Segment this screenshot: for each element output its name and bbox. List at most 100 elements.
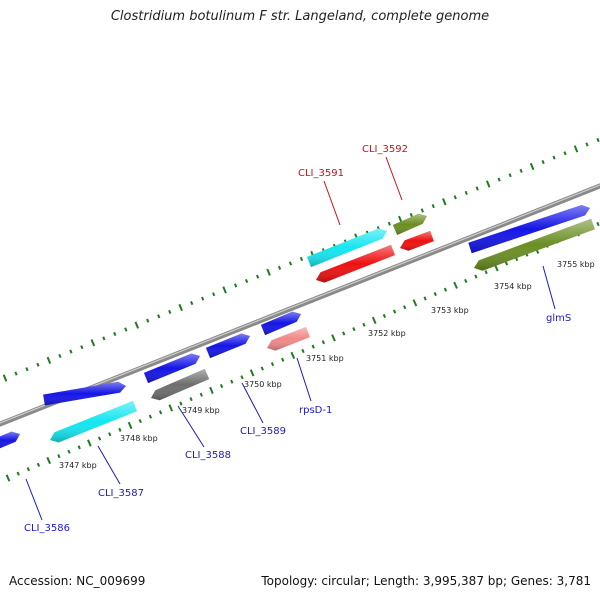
outer-tick-0 [2, 374, 8, 382]
scale-label-3747-kbp: 3747 kbp [59, 461, 97, 470]
gene-glms-shade [468, 205, 590, 254]
genome-summary-text: Topology: circular; Length: 3,995,387 bp… [261, 574, 591, 588]
backbone-highlight [0, 184, 600, 424]
gene-label-rpsd-1[interactable]: rpsD-1 [299, 405, 332, 416]
gene-label-cli-3588[interactable]: CLI_3588 [185, 450, 231, 461]
accession-text: Accession: NC_009699 [9, 574, 146, 588]
inner-tick-10 [108, 432, 112, 437]
outer-tick-24 [266, 268, 271, 276]
gene-label-glms[interactable]: glmS [546, 313, 571, 324]
leader-cli-3589 [241, 382, 264, 424]
outer-tick-10 [113, 331, 117, 336]
outer-tick-51 [563, 151, 567, 156]
inner-tick-47 [484, 270, 488, 275]
outer-tick-8 [90, 339, 96, 347]
scale-labels: 3747 kbp 3748 kbp 3749 kbp 3750 kbp 3751 kbp… [59, 260, 595, 470]
inner-tick-27 [280, 357, 285, 362]
outer-tick-39 [431, 204, 435, 209]
gene-features [0, 205, 595, 449]
inner-tick-11 [118, 427, 122, 432]
outer-tick-15 [168, 309, 172, 314]
outer-tick-2 [25, 367, 29, 372]
inner-tick-16 [168, 404, 174, 412]
outer-tick-48 [529, 162, 535, 171]
outer-tick-53 [585, 142, 589, 147]
gene-labels: CLI_3586 CLI_3587 CLI_3588 CLI_3589 rpsD-1 CL… [24, 144, 571, 534]
inner-tick-4 [46, 456, 52, 465]
inner-tick-13 [138, 418, 142, 424]
outer-tick-12 [134, 321, 140, 329]
outer-tick-18 [201, 296, 205, 301]
inner-tick-track [5, 221, 600, 482]
gene-label-cli-3587[interactable]: CLI_3587 [98, 488, 144, 499]
inner-tick-17 [179, 401, 183, 406]
gene-cli-3592-shade [392, 213, 427, 235]
inner-tick-34 [352, 327, 356, 332]
outer-tick-35 [387, 221, 391, 226]
inner-tick-21 [219, 384, 224, 389]
gene-unlabeled-2-shade [50, 400, 137, 443]
scale-label-3753-kbp: 3753 kbp [431, 306, 469, 315]
outer-tick-6 [69, 349, 73, 354]
inner-tick-25 [260, 366, 264, 371]
outer-tick-21 [233, 283, 238, 288]
outer-tick-49 [541, 160, 545, 165]
outer-tick-45 [497, 177, 501, 182]
gene-label-cli-3586[interactable]: CLI_3586 [24, 523, 70, 534]
gene-cli-3588-shade [143, 353, 200, 384]
gene-unlabeled-6-shade [260, 311, 301, 336]
outer-tick-11 [124, 327, 128, 332]
inner-tick-36 [371, 316, 377, 324]
scale-label-3752-kbp: 3752 kbp [368, 329, 406, 338]
gene-cli-3589-shade [205, 333, 250, 359]
inner-tick-23 [240, 375, 244, 380]
gene-cli-3586-shade [0, 431, 20, 449]
inner-tick-40 [412, 299, 418, 307]
inner-tick-19 [199, 392, 203, 397]
inner-tick-14 [148, 414, 153, 419]
outer-tick-19 [212, 292, 216, 297]
outer-tick-38 [420, 208, 424, 213]
outer-tick-43 [475, 186, 479, 191]
leader-cli-3592 [385, 156, 403, 201]
gene-label-cli-3591[interactable]: CLI_3591 [298, 168, 344, 179]
outer-tick-27 [299, 256, 304, 262]
inner-tick-37 [382, 313, 387, 318]
gene-cli-3591-shade [307, 228, 387, 268]
gene-unlabeled-11-shade [400, 230, 434, 251]
gene-cli-3587-shade [43, 381, 126, 406]
label-leaders [25, 156, 556, 521]
inner-tick-43 [443, 287, 448, 292]
inner-tick-38 [392, 309, 397, 314]
outer-tick-5 [58, 353, 62, 358]
gene-rpsd-1-shade [267, 326, 310, 351]
outer-tick-40 [442, 198, 447, 206]
outer-tick-4 [46, 356, 52, 364]
outer-tick-17 [190, 301, 194, 306]
outer-tick-54 [596, 137, 600, 143]
scale-label-3754-kbp: 3754 kbp [494, 282, 532, 291]
outer-tick-7 [80, 345, 84, 350]
outer-tick-41 [453, 195, 457, 200]
inner-tick-12 [127, 421, 133, 430]
outer-tick-16 [178, 303, 183, 312]
inner-tick-32 [331, 334, 336, 342]
inner-tick-2 [26, 467, 31, 472]
inner-tick-33 [342, 331, 346, 336]
leader-cli-3587 [97, 445, 121, 485]
outer-tick-14 [157, 314, 161, 319]
scale-label-3751-kbp: 3751 kbp [306, 354, 344, 363]
inner-tick-28 [290, 351, 296, 360]
inner-tick-8 [87, 439, 92, 447]
outer-tick-44 [485, 180, 491, 188]
gene-unlabeled-13-shade [474, 218, 595, 271]
outer-tick-20 [222, 286, 227, 294]
gene-label-cli-3589[interactable]: CLI_3589 [240, 426, 286, 437]
gene-label-cli-3592[interactable]: CLI_3592 [362, 144, 408, 155]
outer-tick-22 [244, 279, 249, 284]
scale-label-3748-kbp: 3748 kbp [120, 434, 158, 443]
leader-cli-3591 [323, 180, 341, 226]
inner-tick-22 [230, 379, 234, 384]
inner-tick-35 [362, 322, 366, 327]
